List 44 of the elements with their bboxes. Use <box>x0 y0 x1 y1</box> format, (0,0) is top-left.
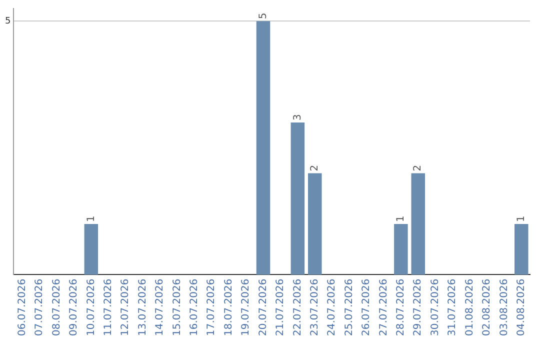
x-tick-label: 22.07.2026 <box>292 278 304 336</box>
data-label: 2 <box>309 164 320 172</box>
x-tick-label: 04.08.2026 <box>516 278 527 336</box>
x-tick-label: 08.07.2026 <box>51 278 62 336</box>
x-tick-label: 13.07.2026 <box>137 278 148 336</box>
data-label: 1 <box>86 216 97 222</box>
x-tick-label: 09.07.2026 <box>68 278 80 336</box>
x-tick-label: 02.08.2026 <box>482 278 493 336</box>
x-tick-label: 23.07.2026 <box>309 278 320 336</box>
x-tick-label: 28.07.2026 <box>396 278 407 336</box>
x-tick-label: 10.07.2026 <box>86 278 97 336</box>
x-tick-label: 11.07.2026 <box>102 278 114 336</box>
x-tick-label: 25.07.2026 <box>344 278 355 336</box>
bar <box>290 122 305 275</box>
x-tick-label: 16.07.2026 <box>189 278 200 336</box>
data-label: 1 <box>516 216 527 222</box>
data-label: 3 <box>292 114 304 121</box>
x-tick-label: 29.07.2026 <box>412 278 424 336</box>
x-tick-label: 19.07.2026 <box>240 278 252 336</box>
x-tick-label: 27.07.2026 <box>378 278 390 336</box>
x-tick-label: 18.07.2026 <box>223 278 234 336</box>
bar <box>256 21 270 275</box>
x-tick-label: 07.07.2026 <box>34 278 46 336</box>
x-tick-label: 06.07.2026 <box>16 278 28 336</box>
bar <box>411 173 426 275</box>
data-label: 2 <box>412 164 424 172</box>
bar <box>84 224 98 275</box>
x-tick-label: 30.07.2026 <box>430 278 441 336</box>
x-tick-label: 24.07.2026 <box>326 278 338 336</box>
x-tick-label: 01.08.2026 <box>464 278 476 336</box>
x-tick-label: 15.07.2026 <box>172 278 183 336</box>
x-tick-label: 14.07.2026 <box>154 278 166 336</box>
x-tick-label: 20.07.2026 <box>258 278 269 336</box>
bar <box>514 224 528 275</box>
x-tick-label: 31.07.2026 <box>447 278 458 336</box>
bar <box>308 173 322 275</box>
bar <box>394 224 408 275</box>
x-tick-label: 17.07.2026 <box>206 278 218 336</box>
x-tick-label: 26.07.2026 <box>361 278 372 336</box>
x-tick-label: 03.08.2026 <box>498 278 510 336</box>
x-tick-label: 12.07.2026 <box>120 278 132 336</box>
data-label: 5 <box>258 12 269 20</box>
data-label: 1 <box>396 216 407 222</box>
x-tick-label: 21.07.2026 <box>275 278 286 336</box>
